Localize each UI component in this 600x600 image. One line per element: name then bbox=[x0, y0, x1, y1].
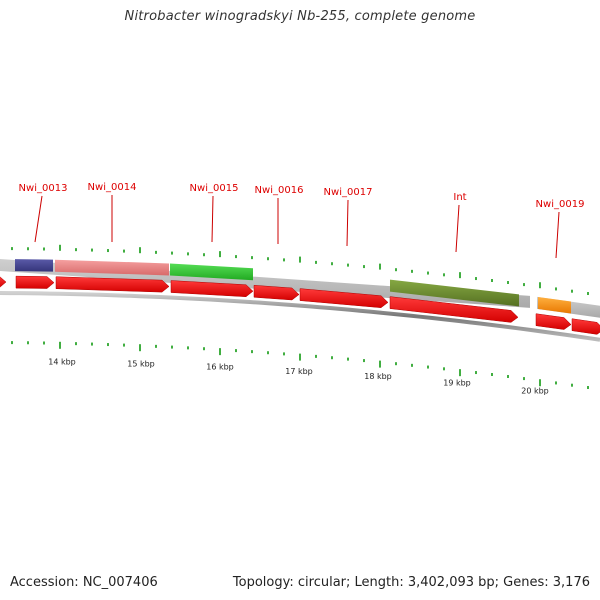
tick-marks-top bbox=[11, 244, 589, 296]
gene-feature-Nwi_0019 bbox=[538, 296, 571, 314]
scale-label: 14 kbp bbox=[48, 358, 76, 367]
gene-label-Nwi_0019: Nwi_0019 bbox=[536, 199, 585, 210]
scale-label: 19 kbp bbox=[443, 379, 471, 388]
tick-marks-bottom bbox=[11, 341, 589, 390]
cds-arrow bbox=[0, 276, 7, 288]
accession-text: Accession: NC_007406 bbox=[10, 575, 158, 590]
gene-label-Nwi_0016: Nwi_0016 bbox=[255, 185, 304, 196]
scale-label: 18 kbp bbox=[364, 372, 392, 381]
gene-feature-Nwi_0014 bbox=[55, 259, 169, 276]
leader-line-Nwi_0015 bbox=[211, 195, 214, 243]
cds-arrow bbox=[389, 296, 519, 323]
cds-arrow bbox=[253, 284, 300, 301]
leader-line-Nwi_0017 bbox=[346, 199, 349, 247]
gene-label-Nwi_0015: Nwi_0015 bbox=[190, 183, 239, 194]
leader-line-Int bbox=[455, 204, 460, 253]
gene-label-Nwi_0014: Nwi_0014 bbox=[88, 182, 137, 193]
leader-line-Nwi_0019 bbox=[555, 211, 560, 259]
cds-arrow bbox=[299, 288, 389, 308]
scale-label: 20 kbp bbox=[521, 386, 549, 395]
cds-arrow bbox=[170, 280, 254, 297]
cds-arrow bbox=[15, 275, 55, 289]
gene-feature-Nwi_0013 bbox=[15, 259, 53, 272]
genome-baseline bbox=[0, 291, 600, 342]
cds-arrows bbox=[0, 275, 600, 335]
topology-summary-text: Topology: circular; Length: 3,402,093 bp… bbox=[232, 575, 590, 590]
scale-label: 15 kbp bbox=[127, 360, 155, 369]
genome-baseline-line bbox=[0, 291, 600, 342]
scale-labels: 14 kbp 15 kbp 16 kbp 17 kbp 18 kbp 19 kbp 20 k… bbox=[48, 358, 549, 396]
gene-labels: Nwi_0013 Nwi_0014 Nwi_0015 Nwi_0016 Nwi_0017… bbox=[19, 182, 585, 210]
scale-label: 17 kbp bbox=[285, 367, 313, 376]
gene-features bbox=[15, 259, 571, 314]
gene-label-Nwi_0017: Nwi_0017 bbox=[324, 187, 373, 198]
cds-arrow bbox=[535, 313, 572, 330]
genome-title: Nitrobacter winogradskyi Nb-255, complet… bbox=[124, 9, 476, 24]
gene-feature-Nwi_0015 bbox=[170, 263, 253, 281]
leader-line-Nwi_0013 bbox=[34, 195, 43, 243]
gene-label-leaders bbox=[34, 195, 560, 259]
cds-arrow bbox=[571, 318, 600, 335]
gene-feature-Int bbox=[390, 279, 519, 307]
scale-label: 16 kbp bbox=[206, 363, 234, 372]
gene-label-Nwi_0013: Nwi_0013 bbox=[19, 183, 68, 194]
gene-label-Int: Int bbox=[453, 192, 466, 203]
cds-arrow bbox=[55, 276, 170, 293]
